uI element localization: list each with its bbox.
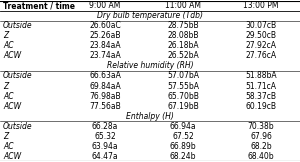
Text: 25.26aB: 25.26aB xyxy=(89,31,121,40)
Text: 29.50cB: 29.50cB xyxy=(245,31,277,40)
Text: 66.89b: 66.89b xyxy=(170,142,196,151)
Text: 77.56aB: 77.56aB xyxy=(89,102,121,111)
Text: Outside: Outside xyxy=(3,71,33,81)
Text: 51.71cA: 51.71cA xyxy=(245,81,277,91)
Text: 66.28a: 66.28a xyxy=(92,122,118,131)
Text: Relative humidity (RH): Relative humidity (RH) xyxy=(107,61,193,70)
Text: 28.08bB: 28.08bB xyxy=(167,31,199,40)
Text: AC: AC xyxy=(3,41,13,50)
Text: ACW: ACW xyxy=(3,152,21,161)
Text: 68.24b: 68.24b xyxy=(170,152,196,161)
Text: Enthalpy (H): Enthalpy (H) xyxy=(126,112,174,121)
Text: 30.07cB: 30.07cB xyxy=(245,21,277,30)
Text: 66.63aA: 66.63aA xyxy=(89,71,121,81)
Text: 64.47a: 64.47a xyxy=(92,152,118,161)
Text: 28.75bB: 28.75bB xyxy=(167,21,199,30)
Text: AC: AC xyxy=(3,92,13,101)
Text: Z: Z xyxy=(3,132,8,141)
Text: 68.2b: 68.2b xyxy=(250,142,272,151)
Text: 69.84aA: 69.84aA xyxy=(89,81,121,91)
Text: 63.94a: 63.94a xyxy=(92,142,118,151)
Text: 26.60aC: 26.60aC xyxy=(89,21,121,30)
Text: 23.74aA: 23.74aA xyxy=(89,51,121,60)
Text: AC: AC xyxy=(3,142,13,151)
Text: 68.40b: 68.40b xyxy=(248,152,274,161)
Text: ACW: ACW xyxy=(3,51,21,60)
Text: 13:00 PM: 13:00 PM xyxy=(243,1,279,10)
Text: Z: Z xyxy=(3,31,8,40)
Text: 66.94a: 66.94a xyxy=(170,122,196,131)
Text: ACW: ACW xyxy=(3,102,21,111)
Text: 76.98aB: 76.98aB xyxy=(89,92,121,101)
Text: 67.19bB: 67.19bB xyxy=(167,102,199,111)
Text: 65.70bB: 65.70bB xyxy=(167,92,199,101)
Text: 23.84aA: 23.84aA xyxy=(89,41,121,50)
Text: 58.37cB: 58.37cB xyxy=(245,92,277,101)
Text: 57.55bA: 57.55bA xyxy=(167,81,199,91)
Text: Outside: Outside xyxy=(3,122,33,131)
Text: Treatment / time: Treatment / time xyxy=(3,1,75,10)
Text: 9:00 AM: 9:00 AM xyxy=(89,1,121,10)
Text: Z: Z xyxy=(3,81,8,91)
Text: 67.52: 67.52 xyxy=(172,132,194,141)
Text: 60.19cB: 60.19cB xyxy=(245,102,277,111)
Text: 11:00 AM: 11:00 AM xyxy=(165,1,201,10)
Text: 65.32: 65.32 xyxy=(94,132,116,141)
Text: 26.18bA: 26.18bA xyxy=(167,41,199,50)
Text: 51.88bA: 51.88bA xyxy=(245,71,277,81)
Text: 27.92cA: 27.92cA xyxy=(245,41,277,50)
Text: 26.52bA: 26.52bA xyxy=(167,51,199,60)
Text: 57.07bA: 57.07bA xyxy=(167,71,199,81)
Text: 27.76cA: 27.76cA xyxy=(245,51,277,60)
Text: 70.38b: 70.38b xyxy=(248,122,274,131)
Text: 67.96: 67.96 xyxy=(250,132,272,141)
Text: Dry bulb temperature (Tdb): Dry bulb temperature (Tdb) xyxy=(97,11,203,20)
Text: Outside: Outside xyxy=(3,21,33,30)
